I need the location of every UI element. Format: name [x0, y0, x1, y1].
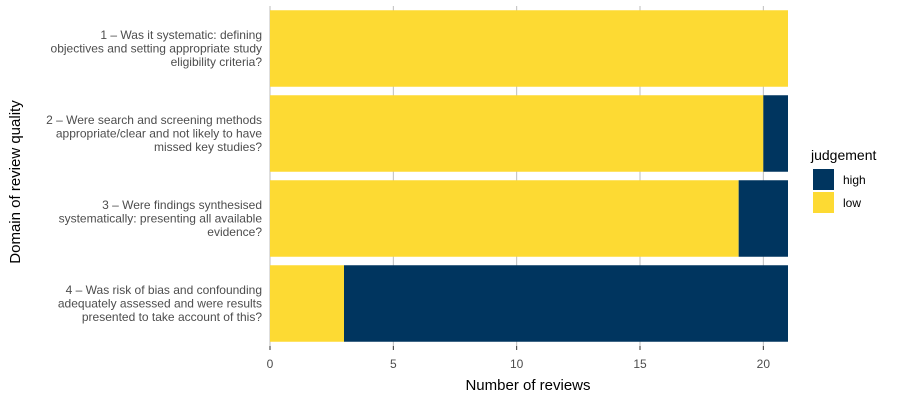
bar-segment-high — [738, 180, 788, 257]
category-label-line: adequately assessed and were results — [58, 297, 262, 311]
x-tick-labels: 0 5 10 15 20 — [267, 357, 771, 371]
x-tick-label: 20 — [757, 357, 771, 371]
x-axis-title: Number of reviews — [465, 377, 590, 394]
legend: judgement high low — [810, 147, 876, 213]
category-label-line: 2 – Were search and screening methods — [46, 113, 262, 127]
x-tick-label: 0 — [267, 357, 274, 371]
legend-label-low: low — [843, 196, 861, 210]
category-label-line: presented to take account of this? — [82, 310, 262, 324]
bar-segment-low — [270, 180, 739, 257]
category-label-line: evidence? — [207, 225, 262, 239]
legend-label-high: high — [843, 173, 866, 187]
y-axis-title: Domain of review quality — [7, 100, 24, 264]
category-label-line: systematically: presenting all available — [59, 212, 263, 226]
category-label-line: appropriate/clear and not likely to have — [56, 127, 262, 141]
bar-segment-high — [763, 95, 788, 172]
category-label-line: eligibility criteria? — [171, 55, 263, 69]
bar-segment-low — [270, 95, 764, 172]
legend-title: judgement — [810, 147, 876, 163]
bar-layer — [270, 10, 788, 342]
category-label-line: 4 – Was risk of bias and confounding — [66, 283, 262, 297]
bar-segment-low — [270, 10, 788, 87]
category-label-line: 1 – Was it systematic: defining — [100, 28, 262, 42]
x-tick-label: 5 — [390, 357, 397, 371]
category-label-line: 3 – Were findings synthesised — [102, 198, 262, 212]
bar-segment-low — [270, 265, 344, 342]
x-tick-label: 10 — [510, 357, 524, 371]
x-tick-label: 15 — [633, 357, 647, 371]
legend-swatch-high — [813, 169, 834, 190]
category-label-line: objectives and setting appropriate study — [51, 42, 262, 56]
category-labels: 1 – Was it systematic: definingobjective… — [46, 28, 262, 324]
legend-items: high low — [813, 169, 866, 213]
category-label-line: missed key studies? — [154, 140, 262, 154]
bar-segment-high — [344, 265, 788, 342]
legend-swatch-low — [813, 192, 834, 213]
